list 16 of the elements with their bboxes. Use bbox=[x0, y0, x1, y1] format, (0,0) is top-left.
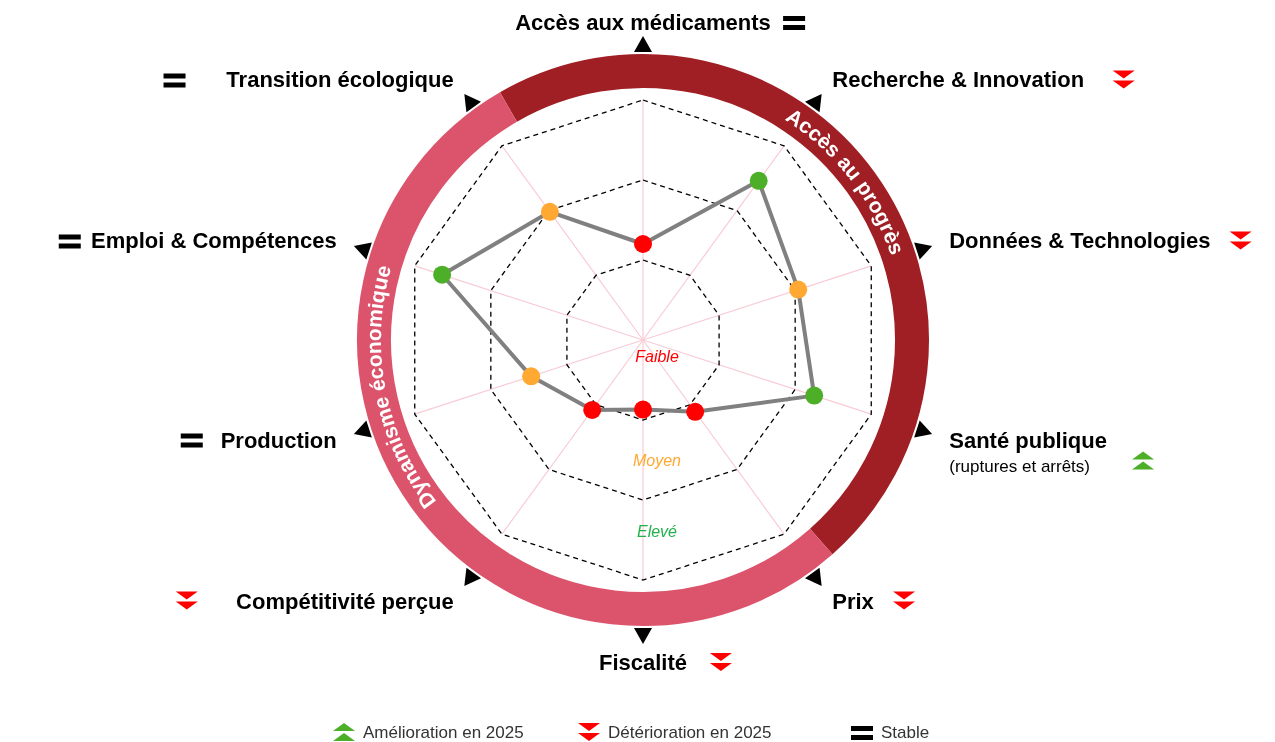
spoke-label: Emploi & Compétences bbox=[91, 228, 337, 254]
text: Stable bbox=[881, 723, 930, 742]
spoke-label: Transition écologique bbox=[226, 67, 454, 93]
spoke-label: Production bbox=[220, 427, 337, 453]
spoke-label: Recherche & Innovation bbox=[832, 67, 1085, 93]
text: Détérioration en 2025 bbox=[608, 723, 772, 742]
text: Faible bbox=[635, 348, 679, 365]
spoke-label: Fiscalité bbox=[598, 650, 688, 675]
spoke-label: Accès aux médicaments bbox=[515, 10, 771, 35]
spoke-label: Compétitivité perçue bbox=[236, 588, 454, 614]
spoke-label: Données & Technologies bbox=[949, 228, 1211, 254]
spoke-label: Santé publique (ruptures et arrêts) bbox=[949, 427, 1107, 476]
text: Amélioration en 2025 bbox=[363, 723, 524, 742]
text: Elevé bbox=[636, 523, 678, 540]
spoke-label: Prix bbox=[832, 588, 875, 614]
text: Moyen bbox=[632, 452, 682, 469]
